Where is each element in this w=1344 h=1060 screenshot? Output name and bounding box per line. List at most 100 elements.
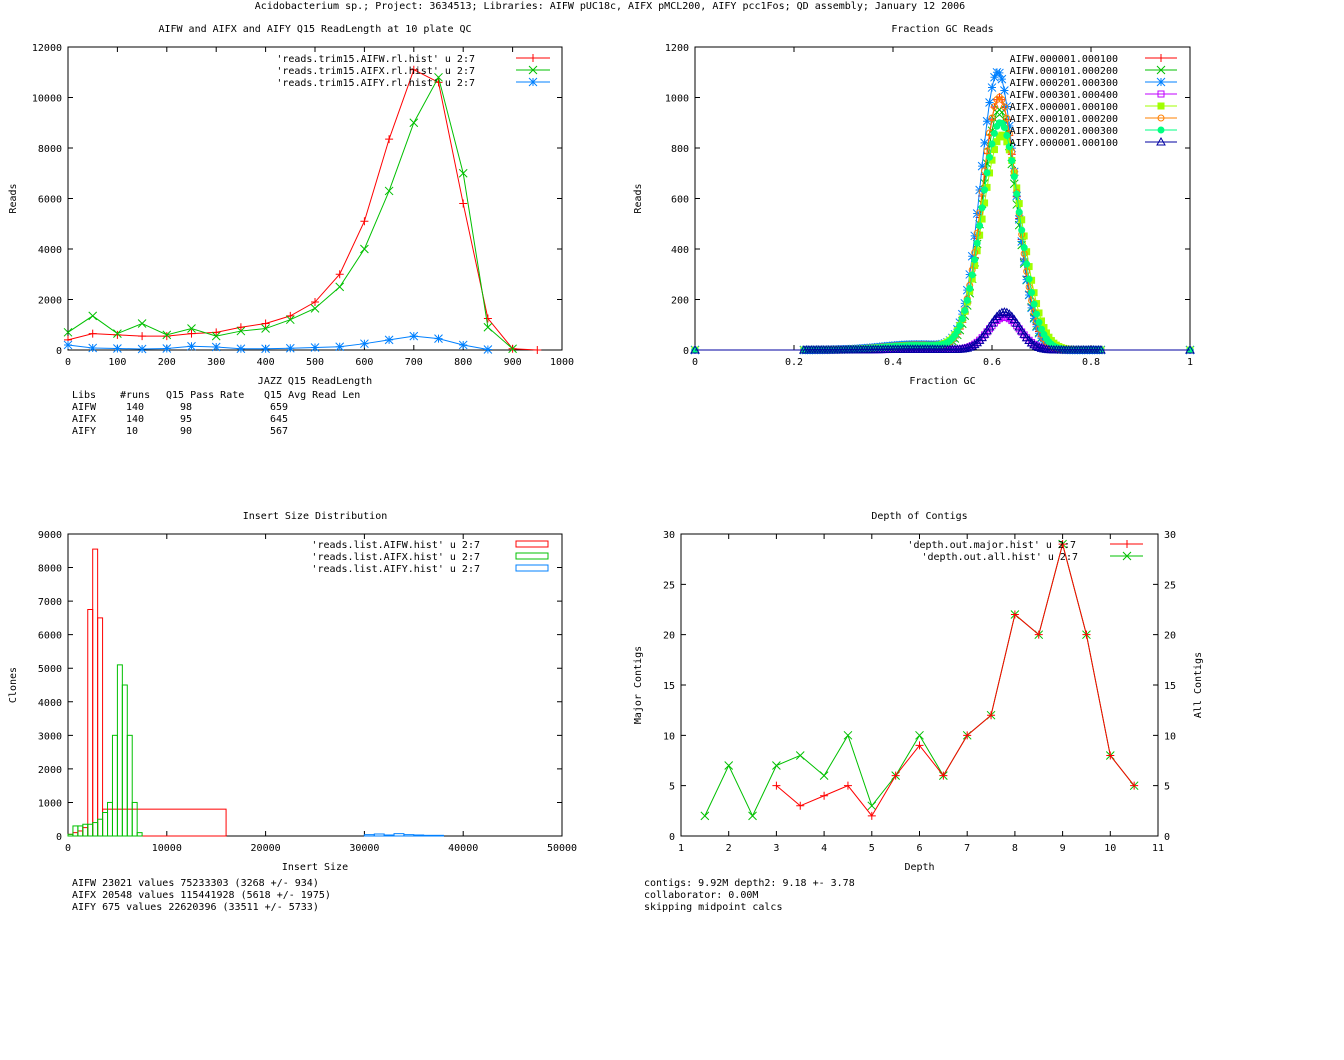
data-point <box>187 329 196 338</box>
data-point <box>1014 322 1025 331</box>
table-cell: 645 <box>270 414 288 425</box>
y-tick-label: 25 <box>663 580 675 591</box>
legend-label: 'depth.out.all.hist' u 2:7 <box>921 552 1078 563</box>
data-point <box>958 315 966 323</box>
histogram-bar <box>82 823 89 837</box>
data-point <box>990 146 998 154</box>
data-point <box>1010 173 1018 181</box>
data-point <box>973 229 981 237</box>
x-tick-label: 4 <box>821 843 827 854</box>
data-point <box>915 741 924 750</box>
data-point <box>1013 190 1021 198</box>
y-tick-label: 800 <box>671 144 689 155</box>
y-tick-label: 30 <box>663 530 675 541</box>
y-tick-label: 400 <box>671 245 689 256</box>
x-tick-label: 9 <box>1060 843 1066 854</box>
legend-label: AIFX.000101.000200 <box>1010 114 1118 125</box>
data-point <box>88 329 97 338</box>
data-point <box>1023 260 1031 268</box>
data-point <box>966 284 974 292</box>
histogram-bar <box>72 832 79 837</box>
data-point <box>434 334 443 343</box>
histogram-bar <box>72 825 79 837</box>
series-6: AIFX.000201.000300 <box>691 119 1194 354</box>
y2-tick-label: 25 <box>1164 580 1176 591</box>
y-tick-label: 10 <box>663 731 675 742</box>
x-tick-label: 0 <box>692 357 698 368</box>
x-tick-label: 40000 <box>448 843 478 854</box>
data-point <box>1010 610 1019 619</box>
y2-tick-label: 0 <box>1164 832 1170 843</box>
table-cell: 10 <box>126 426 138 437</box>
x-tick-label: 200 <box>158 357 176 368</box>
x-axis-label: JAZZ Q15 ReadLength <box>258 376 372 387</box>
data-point <box>1034 342 1044 352</box>
data-point <box>998 96 1006 104</box>
histogram-bar <box>131 801 138 837</box>
data-point <box>956 322 964 330</box>
series-1: 'reads.trim15.AIFX.rl.hist' u 2:7 <box>63 65 550 354</box>
series-line <box>695 122 1190 351</box>
legend-marker <box>1157 114 1165 122</box>
legend-swatch <box>515 552 549 560</box>
data-point <box>843 781 852 790</box>
data-point <box>335 282 345 292</box>
data-point <box>1018 216 1026 224</box>
gc-chart: 0 0.2 0.4 0.6 0.8 1 0 200 400 600 800 1000 1200 Fract… <box>633 24 1195 387</box>
data-point <box>360 339 369 349</box>
data-point <box>236 323 245 332</box>
legend-marker <box>1157 54 1165 62</box>
stats-line: contigs: 9.92M depth2: 9.18 +- 3.78 <box>644 878 855 889</box>
data-point <box>335 270 344 279</box>
data-point <box>963 296 971 304</box>
data-point <box>261 344 270 354</box>
plot-frame <box>67 533 563 837</box>
readlength-chart: 0 100 200 300 400 500 600 700 800 900 100002000400… <box>8 24 574 437</box>
legend-marker <box>1122 551 1132 561</box>
y-tick-label: 200 <box>671 296 689 307</box>
legend-marker <box>1156 65 1166 75</box>
y-axis-label: Clones <box>8 667 19 703</box>
data-point <box>483 345 493 354</box>
data-point <box>690 344 700 354</box>
legend-marker <box>1157 102 1165 110</box>
legend-marker <box>528 65 538 75</box>
y-tick-label: 7000 <box>38 597 62 608</box>
data-point <box>508 344 517 354</box>
x-tick-label: 5 <box>869 843 875 854</box>
data-point <box>819 771 829 780</box>
y-tick-label: 0 <box>669 832 675 843</box>
data-point <box>748 811 757 821</box>
x-tick-label: 0.4 <box>884 357 902 368</box>
table-cell: AIFX <box>72 414 96 425</box>
data-point <box>1130 781 1139 790</box>
data-point <box>434 72 443 82</box>
x-tick-label: 700 <box>405 357 423 368</box>
legend-label: 'reads.trim15.AIFX.rl.hist' u 2:7 <box>276 66 475 77</box>
table-header: Q15 Pass Rate <box>166 390 244 401</box>
y-tick-label: 3000 <box>38 731 62 742</box>
x-tick-label: 7 <box>964 843 970 854</box>
legend-label: 'reads.trim15.AIFY.rl.hist' u 2:7 <box>276 78 475 89</box>
data-point <box>162 332 171 341</box>
data-point <box>1024 290 1034 300</box>
histogram-bar <box>383 834 395 837</box>
histogram-bar <box>126 734 133 837</box>
data-point <box>1082 630 1091 639</box>
y-tick-label: 2000 <box>38 296 62 307</box>
data-point <box>983 147 991 155</box>
x-tick-label: 3 <box>773 843 779 854</box>
series-line <box>704 542 1135 818</box>
histogram-bar <box>102 808 109 837</box>
data-point <box>310 303 320 313</box>
data-point <box>1000 103 1008 111</box>
data-point <box>1017 237 1027 246</box>
x-tick-label: 0 <box>65 357 71 368</box>
data-point <box>867 801 877 811</box>
data-point <box>1030 300 1038 308</box>
series-0: 'reads.list.AIFW.hist' u 2:7 <box>67 540 549 837</box>
y-tick-label: 0 <box>56 346 62 357</box>
data-point <box>1096 344 1106 354</box>
y-tick-label: 6000 <box>38 195 62 206</box>
